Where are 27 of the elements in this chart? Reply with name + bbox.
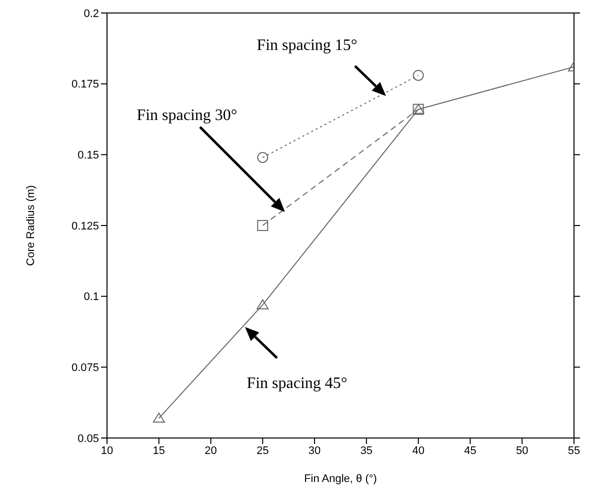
- x-tick-label: 50: [516, 444, 528, 457]
- y-tick-label: 0.05: [78, 432, 99, 445]
- point: [256, 299, 269, 310]
- y-tick-label: 0.075: [71, 362, 99, 374]
- annotation: Fin spacing 45°: [246, 375, 348, 392]
- x-tick-label: 10: [100, 444, 114, 457]
- y-tick-label: 0.125: [71, 220, 99, 232]
- y-tick-label: 0.175: [71, 78, 99, 91]
- x-tick-label: 45: [464, 444, 476, 457]
- x-tick-label: 35: [360, 444, 373, 457]
- x-tick-label: 55: [568, 444, 580, 457]
- y-tick-label: 0.15: [78, 150, 99, 162]
- x-tick-label: 25: [256, 444, 269, 457]
- x-tick-label: 20: [204, 444, 217, 457]
- x-tick-label: 30: [308, 444, 321, 457]
- point: [412, 70, 424, 81]
- annotation: Fin spacing 15°: [256, 37, 358, 54]
- point: [152, 412, 165, 423]
- x-tick-label: 40: [412, 444, 424, 457]
- point: [257, 152, 268, 163]
- y-tick-label: 0.1: [84, 291, 99, 304]
- y-axis-title: Core Radius (m): [24, 185, 37, 266]
- x-axis-title: Fin Angle, θ (°): [304, 473, 377, 485]
- x-tick-label: 15: [152, 444, 166, 457]
- point: [257, 220, 268, 231]
- annotation: Fin spacing 30°: [136, 107, 238, 124]
- y-tick-label: 0.2: [84, 8, 99, 20]
